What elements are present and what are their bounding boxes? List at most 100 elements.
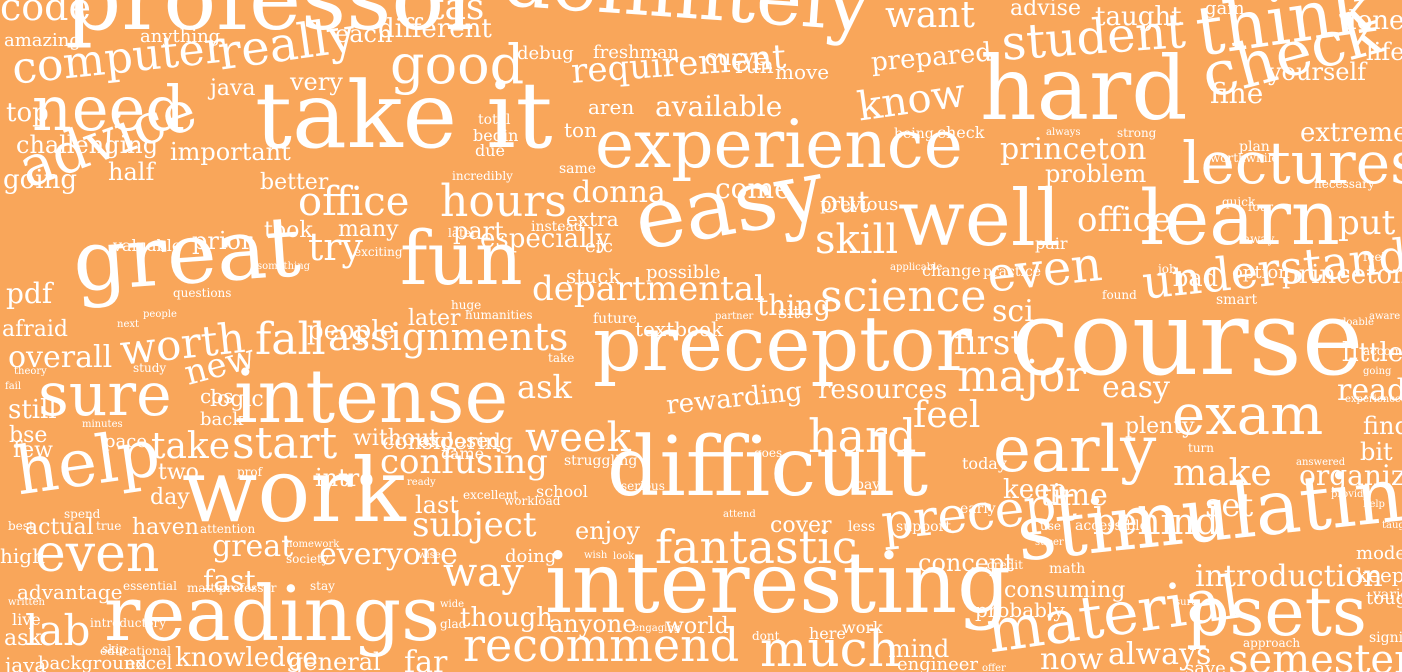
cloud-word: afraid (2, 317, 69, 342)
cloud-word: great (212, 529, 294, 564)
cloud-word: previous (820, 194, 899, 215)
cloud-word: background (38, 653, 147, 672)
cloud-word: incredibly (452, 169, 513, 183)
cloud-word: later (448, 226, 477, 240)
cloud-word: day (150, 485, 190, 510)
cloud-word: fun (400, 216, 523, 302)
cloud-word: though (460, 603, 553, 633)
cloud-word: begin (473, 126, 519, 145)
cloud-word: necessary (1314, 177, 1375, 191)
cloud-word: being (894, 126, 934, 142)
cloud-word: aware (1369, 311, 1401, 322)
cloud-word: cover (770, 513, 832, 538)
cloud-word: want (885, 0, 975, 36)
cloud-word: find (1363, 412, 1402, 440)
cloud-word: behind (1093, 502, 1219, 543)
cloud-word: credit (987, 558, 1023, 572)
cloud-word: provide (1331, 489, 1370, 500)
cloud-word: exam (1172, 383, 1324, 448)
cloud-word: professor (219, 581, 277, 595)
cloud-word: prepared (869, 37, 994, 78)
cloud-word: bit (1360, 438, 1393, 466)
cloud-word: today (962, 454, 1007, 473)
cloud-word: significant (1369, 630, 1402, 646)
cloud-word: time (1040, 478, 1108, 513)
cloud-word: textbook (635, 317, 724, 341)
cloud-word: instead (531, 219, 583, 235)
cloud-word: accessible (1075, 518, 1148, 534)
cloud-word: worthwhile (1210, 151, 1279, 165)
cloud-word: curve (705, 46, 768, 71)
cloud-word: super (1035, 537, 1064, 548)
cloud-word: look (613, 551, 635, 562)
cloud-word: experienced (1345, 394, 1402, 405)
cloud-word: world (665, 614, 729, 639)
cloud-word: skill (815, 217, 899, 263)
cloud-word: valuable (113, 236, 182, 255)
cloud-word: total (478, 112, 511, 128)
cloud-word: debug (517, 43, 574, 64)
cloud-word: later (408, 306, 461, 331)
cloud-word: practice (983, 264, 1042, 280)
cloud-word: science (820, 271, 987, 322)
cloud-word: important (170, 138, 291, 166)
cloud-word: plan (1239, 139, 1270, 155)
cloud-word: school (536, 482, 588, 501)
cloud-word: everyone (319, 537, 458, 572)
cloud-word: assignments (328, 315, 569, 359)
cloud-word: preceptor (593, 299, 972, 388)
cloud-word: exposed (418, 428, 501, 452)
cloud-word: option (1232, 262, 1290, 283)
cloud-word: help (1363, 499, 1385, 510)
cloud-word: read (1337, 373, 1402, 408)
cloud-word: next (117, 319, 140, 330)
cloud-word: offer (982, 663, 1006, 672)
cloud-word: came (441, 444, 485, 463)
cloud-word: especially (480, 224, 611, 254)
cloud-word: feel (913, 395, 981, 436)
cloud-word: future (593, 311, 637, 327)
cloud-word: ask (517, 368, 572, 406)
cloud-word: lectures (1182, 129, 1402, 197)
cloud-word: intense (234, 354, 509, 440)
cloud-word: anything (140, 26, 221, 47)
cloud-word: two (158, 460, 199, 485)
cloud-word: theory (14, 366, 47, 377)
cloud-word: few (13, 438, 53, 463)
cloud-word: engaging (633, 623, 681, 634)
cloud-word: less (848, 519, 876, 535)
cloud-word: week (525, 415, 631, 461)
cloud-word: goes (754, 446, 783, 460)
cloud-word: essential (123, 579, 177, 593)
cloud-word: site (778, 302, 811, 323)
cloud-word: advise (1010, 0, 1081, 21)
cloud-word: out (820, 185, 870, 220)
cloud-word: set (1205, 486, 1254, 524)
cloud-word: four (1248, 200, 1274, 214)
cloud-word: interesting (545, 534, 1011, 632)
cloud-word: dont (752, 629, 780, 643)
cloud-word: probably (975, 598, 1065, 622)
cloud-word: job (1158, 262, 1177, 276)
cloud-word: try (308, 225, 363, 269)
cloud-word: exciting (354, 245, 403, 259)
cloud-word: java (210, 76, 256, 101)
cloud-word: attend (723, 509, 756, 520)
cloud-word: recommend (463, 618, 740, 672)
cloud-word: psets (1186, 573, 1367, 652)
cloud-word: come (715, 172, 791, 205)
cloud-word: back (200, 409, 244, 430)
cloud-word: intro (315, 464, 374, 492)
cloud-word: hours (440, 176, 567, 227)
cloud-word: departmental (532, 269, 765, 309)
cloud-word: enjoy (575, 517, 641, 545)
cloud-word: use (1040, 519, 1061, 533)
cloud-word: move (775, 60, 830, 84)
cloud-word: found (1102, 288, 1137, 302)
cloud-word: pay (855, 477, 881, 493)
cloud-word: challenging (16, 131, 159, 159)
cloud-word: need (32, 72, 186, 145)
cloud-word: etc (585, 236, 613, 257)
cloud-word: written (8, 597, 45, 608)
cloud-word: keep (1003, 475, 1067, 505)
